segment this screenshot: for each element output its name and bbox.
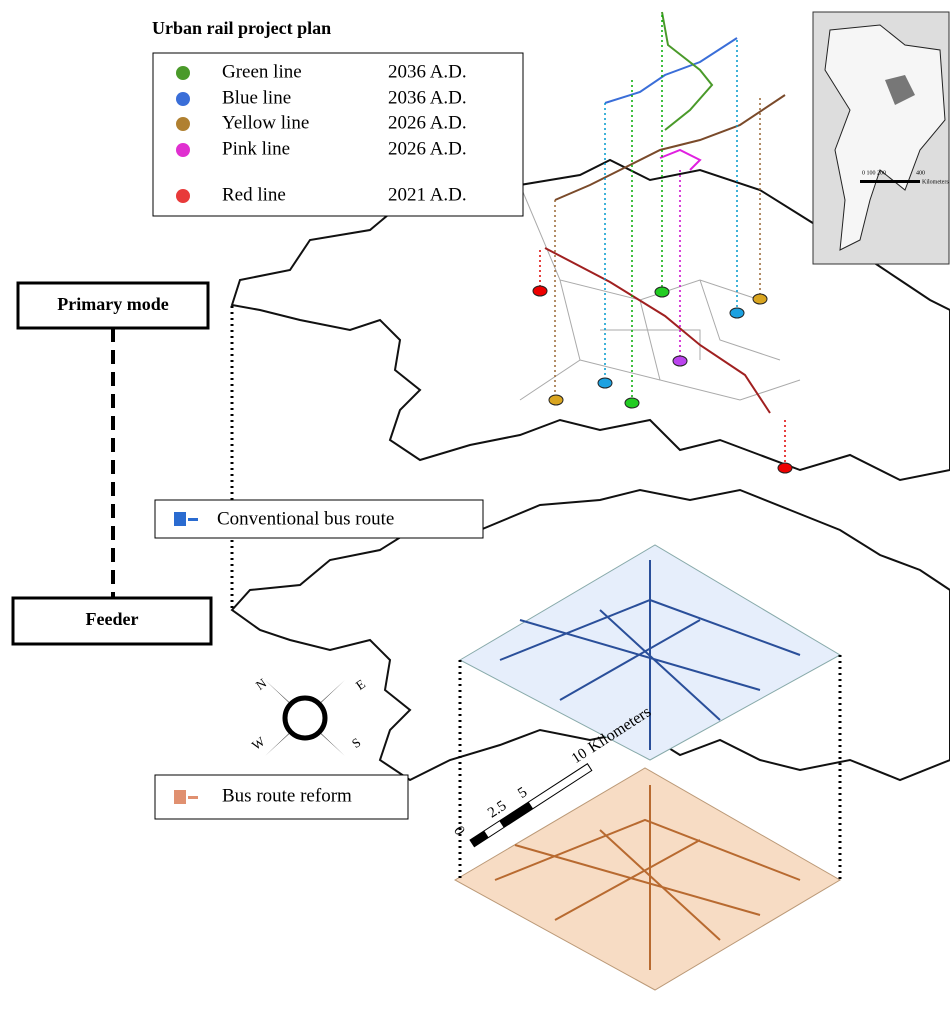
blue-line <box>604 37 738 104</box>
conventional-box <box>154 499 484 539</box>
yellow-line <box>554 94 786 201</box>
primary-label: Primary mode <box>57 294 168 314</box>
rail-drop-lines <box>539 15 786 468</box>
bus-icon <box>174 790 186 804</box>
bus-routes <box>499 560 801 750</box>
scale-tick: 0 <box>452 822 470 837</box>
legend-year: 2026 A.D. <box>388 112 467 133</box>
red-line <box>544 247 771 414</box>
title: Urban rail project plan <box>152 18 331 38</box>
legend-icon <box>176 92 190 106</box>
feeder-box <box>11 596 213 646</box>
compass <box>265 680 345 756</box>
inset-scale-bar <box>860 180 920 183</box>
green-line <box>661 11 714 131</box>
legend-name: Pink line <box>222 138 290 159</box>
legend-name: Yellow line <box>222 112 309 133</box>
primary-box <box>16 281 210 330</box>
legend-icon <box>176 189 190 203</box>
compass-e: E <box>353 676 368 693</box>
compass-n: N <box>253 675 270 693</box>
legend: Green line 2036 A.D. Blue line 2036 A.D.… <box>176 61 467 205</box>
inset-unit: Kilometers <box>922 179 949 185</box>
scale-tick: 5 <box>515 784 530 802</box>
legend-name: Blue line <box>222 87 291 108</box>
pink-line <box>659 148 702 171</box>
reform-bus-map <box>453 767 841 991</box>
inset-scale-max: 400 <box>916 170 925 176</box>
conventional-label: Conventional bus route <box>217 508 394 529</box>
reform-label: Bus route reform <box>222 785 352 806</box>
inset-scale: 0 100 200 <box>862 170 886 176</box>
legend-year: 2021 A.D. <box>388 184 467 205</box>
projection-lines <box>458 655 842 880</box>
reform-routes <box>494 785 801 970</box>
legend-box <box>152 52 524 217</box>
inset-province <box>885 75 915 105</box>
legend-icon <box>176 66 190 80</box>
legend-year: 2036 A.D. <box>388 61 467 82</box>
compass-s: S <box>349 734 364 750</box>
bus-icon <box>174 512 186 526</box>
legend-name: Red line <box>222 184 286 205</box>
inset-country <box>824 24 946 251</box>
legend-name: Green line <box>222 61 302 82</box>
legend-icon <box>176 143 190 157</box>
legend-year: 2026 A.D. <box>388 138 467 159</box>
legend-icon <box>176 117 190 131</box>
compass-w: W <box>249 733 268 753</box>
legend-year: 2036 A.D. <box>388 87 467 108</box>
scale-tick: 10 <box>569 745 590 767</box>
feeder-label: Feeder <box>86 609 139 629</box>
rail-endpoints <box>532 285 793 474</box>
